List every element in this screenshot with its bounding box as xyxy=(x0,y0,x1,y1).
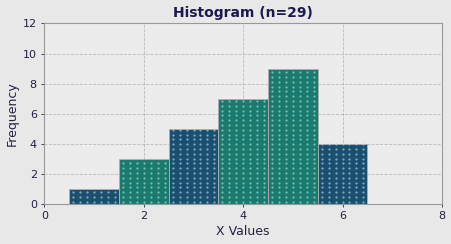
Bar xyxy=(268,69,318,204)
Bar xyxy=(69,189,119,204)
Bar xyxy=(169,129,218,204)
Bar xyxy=(119,159,169,204)
Title: Histogram (n=29): Histogram (n=29) xyxy=(173,6,313,20)
Bar xyxy=(318,143,368,204)
X-axis label: X Values: X Values xyxy=(216,225,270,238)
Bar xyxy=(218,99,268,204)
Y-axis label: Frequency: Frequency xyxy=(5,81,18,146)
